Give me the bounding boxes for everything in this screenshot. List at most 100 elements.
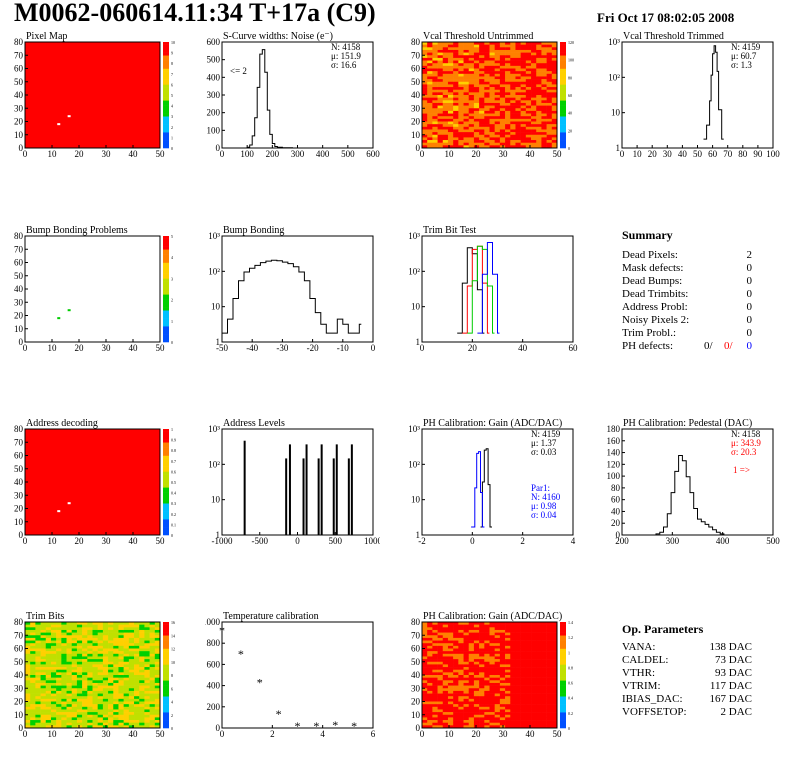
heatmap-cell (30, 725, 36, 729)
heatmap-cell (458, 79, 464, 83)
heatmap-cell (453, 140, 459, 143)
y-tick-label: 50 (14, 77, 24, 87)
heatmap-cell (432, 100, 438, 104)
heatmap-cell (510, 129, 516, 133)
heatmap-cell (473, 142, 480, 146)
color-scale-cell (163, 714, 169, 718)
heatmap-cell (520, 624, 527, 628)
chart-title: S-Curve widths: Noise (e⁻) (223, 31, 333, 42)
heatmap-cell (82, 659, 88, 663)
heatmap-cell (50, 682, 57, 686)
heatmap-cell (546, 637, 553, 641)
heatmap-cell (515, 97, 521, 101)
heatmap-cell (499, 693, 506, 697)
heatmap-cell (505, 42, 511, 45)
heatmap-cell (154, 659, 161, 663)
heatmap-cell (92, 624, 98, 628)
heatmap-cell (40, 645, 47, 649)
heatmap-cell (546, 672, 553, 676)
color-scale-cell (560, 118, 566, 122)
heatmap-cell (541, 680, 547, 684)
heatmap-cell (463, 105, 470, 109)
heatmap-cell (442, 121, 449, 125)
heatmap-cell (442, 97, 449, 101)
heatmap-cell (499, 60, 506, 64)
heatmap-cell (479, 709, 485, 713)
heatmap-cell (520, 44, 527, 48)
heatmap-cell (468, 667, 475, 670)
heatmap-cell (422, 698, 428, 702)
heatmap-cell (473, 81, 480, 85)
heatmap-cell (154, 635, 161, 639)
heatmap-cell (61, 653, 67, 657)
heatmap-cell (453, 110, 459, 114)
color-scale-cell (163, 81, 169, 85)
heatmap-cell (515, 140, 521, 143)
heatmap-cell (546, 55, 553, 59)
heatmap-cell (499, 645, 506, 649)
heatmap-cell (437, 627, 444, 631)
y-tick-label: 10 (411, 302, 421, 312)
heatmap-cell (546, 648, 553, 652)
heatmap-cell (546, 129, 553, 133)
heatmap-cell (541, 145, 547, 149)
heatmap-cell (30, 648, 36, 652)
heatmap-cell (432, 685, 438, 689)
heatmap-cell (463, 140, 470, 143)
heatmap-cell (510, 84, 516, 88)
heatmap-cell (489, 643, 495, 647)
heatmap-cell (92, 714, 98, 718)
heatmap-cell (422, 89, 428, 93)
heatmap-cell (447, 637, 454, 641)
y-tick-label: 1 (216, 337, 221, 347)
heatmap-cell (479, 667, 485, 670)
chart-title: Temperature calibration (223, 611, 319, 622)
heatmap-cell (76, 704, 83, 708)
heatmap-cell (432, 717, 438, 721)
heatmap-cell (447, 79, 454, 83)
heatmap-cell (536, 142, 542, 146)
heatmap-cell (123, 622, 130, 625)
histogram-series (471, 451, 485, 528)
stats-line: N: 4159 (731, 42, 761, 52)
y-tick-label: 10 (14, 710, 24, 720)
heatmap-cell (128, 714, 135, 718)
heatmap-cell (515, 696, 521, 700)
heatmap-cell (551, 672, 558, 676)
heatmap-cell (149, 677, 156, 681)
heatmap-cell (25, 706, 31, 710)
heatmap-cell (453, 49, 459, 53)
histogram-bar (335, 444, 338, 535)
heatmap-cell (458, 124, 464, 128)
heatmap-cell (551, 145, 558, 149)
heatmap-cell (536, 121, 542, 125)
heatmap-cell (463, 57, 470, 61)
heatmap-cell (134, 632, 140, 636)
heatmap-cell (437, 648, 444, 652)
y-tick-label: 600 (207, 37, 221, 47)
heatmap-cell (520, 688, 527, 692)
heatmap-cell (123, 651, 130, 655)
heatmap-cell (473, 717, 480, 721)
color-scale-cell (560, 108, 566, 112)
heatmap-cell (442, 629, 449, 633)
heatmap-cell (71, 677, 78, 681)
heatmap-cell (453, 622, 459, 625)
heatmap-cell (546, 97, 553, 101)
heatmap-cell (541, 118, 547, 122)
heatmap-cell (541, 648, 547, 652)
heatmap-cell (525, 696, 532, 700)
heatmap-cell (82, 701, 88, 705)
heatmap-cell (427, 140, 433, 143)
heatmap-cell (422, 57, 428, 61)
heatmap-cell (473, 44, 480, 48)
heatmap-cell (551, 89, 558, 93)
heatmap-cell (442, 664, 449, 668)
heatmap-cell (468, 76, 475, 80)
heatmap-cell (30, 667, 36, 670)
heatmap-cell (76, 656, 83, 660)
heatmap-cell (50, 698, 57, 702)
x-tick-label: 20 (75, 729, 85, 739)
heatmap-cell (442, 690, 449, 694)
heatmap-cell (35, 725, 41, 729)
